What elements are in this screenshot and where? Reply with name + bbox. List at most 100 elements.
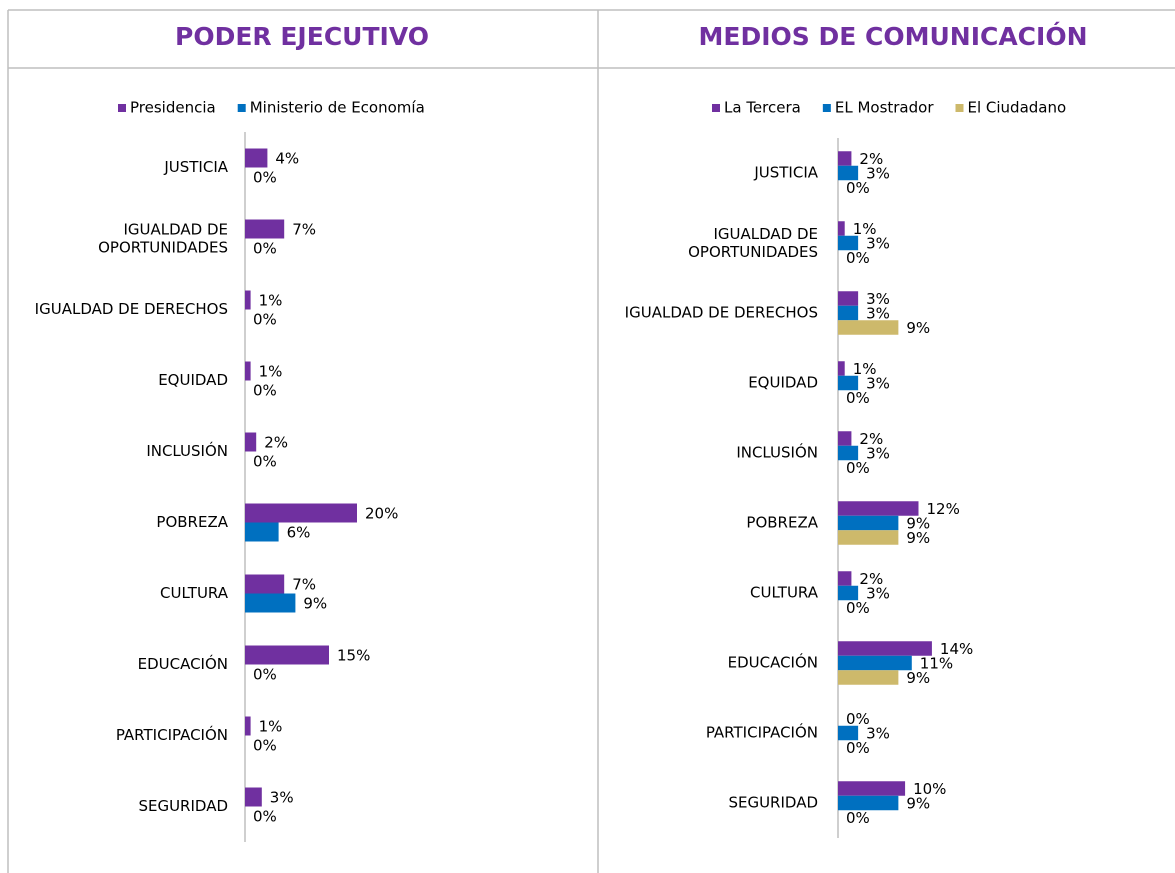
bar — [838, 320, 899, 335]
data-label: 9% — [906, 515, 930, 533]
category-label: CULTURA — [750, 584, 819, 602]
data-label: 2% — [859, 430, 883, 448]
data-label: 3% — [866, 305, 890, 323]
data-label: 0% — [253, 240, 277, 258]
bar — [838, 291, 859, 306]
bar — [838, 151, 852, 166]
bar — [838, 165, 859, 181]
legend-label: Ministerio de Economía — [250, 99, 425, 117]
data-label: 0% — [846, 599, 870, 617]
data-label: 3% — [866, 585, 890, 603]
legend-swatch — [712, 104, 720, 112]
data-label: 3% — [866, 165, 890, 183]
bar — [838, 501, 919, 516]
data-label: 3% — [866, 375, 890, 393]
bar — [838, 445, 859, 461]
bar — [838, 670, 899, 685]
data-label: 4% — [275, 150, 299, 168]
category-label: PARTICIPACIÓN — [116, 725, 228, 744]
legend-swatch — [237, 104, 246, 112]
data-label: 2% — [859, 150, 883, 168]
data-label: 11% — [920, 655, 953, 673]
legend-label: La Tercera — [724, 99, 801, 117]
bar — [245, 290, 251, 310]
legend-label: El Ciudadano — [968, 99, 1067, 117]
bar — [838, 431, 852, 446]
data-label: 14% — [940, 640, 973, 658]
data-label: 0% — [253, 666, 277, 684]
data-label: 3% — [866, 290, 890, 308]
category-label: CULTURA — [160, 584, 229, 602]
data-label: 1% — [853, 220, 877, 238]
data-label: 0% — [253, 453, 277, 471]
bar — [245, 148, 268, 168]
category-label: EQUIDAD — [158, 371, 228, 389]
data-label: 0% — [846, 179, 870, 197]
data-label: 3% — [866, 235, 890, 253]
data-label: 0% — [846, 249, 870, 267]
data-label: 0% — [846, 710, 870, 728]
bar — [838, 571, 852, 586]
data-label: 2% — [264, 434, 288, 452]
category-label: INCLUSIÓN — [146, 441, 228, 460]
bar — [838, 375, 859, 391]
data-label: 0% — [846, 389, 870, 407]
bar — [245, 645, 329, 665]
bar — [838, 235, 859, 251]
data-label: 7% — [292, 221, 316, 239]
data-label: 9% — [906, 529, 930, 547]
category-label: PARTICIPACIÓN — [706, 723, 818, 742]
data-label: 9% — [906, 319, 930, 337]
bar — [245, 593, 296, 613]
data-label: 10% — [913, 780, 946, 798]
chart-title: MEDIOS DE COMUNICACIÓN — [698, 21, 1087, 51]
data-label: 1% — [259, 718, 283, 736]
data-label: 9% — [906, 669, 930, 687]
bar — [245, 503, 357, 523]
category-label: EDUCACIÓN — [728, 653, 818, 672]
legend-label: Presidencia — [130, 99, 216, 117]
bar — [245, 522, 279, 542]
bar — [838, 641, 932, 656]
bar — [838, 221, 845, 236]
data-label: 3% — [270, 789, 294, 807]
legend-swatch — [118, 104, 126, 112]
bar — [838, 781, 906, 796]
bar — [838, 515, 899, 531]
data-label: 1% — [259, 292, 283, 310]
bar — [838, 305, 859, 321]
data-label: 3% — [866, 725, 890, 743]
category-label: IGUALDAD DE DERECHOS — [625, 304, 818, 322]
data-label: 0% — [253, 169, 277, 187]
bar — [838, 361, 845, 376]
legend-swatch — [822, 104, 831, 112]
category-label: EQUIDAD — [748, 374, 818, 392]
category-label: IGUALDAD DE OPORTUNIDADES — [688, 225, 818, 261]
bar — [245, 219, 285, 239]
data-label: 0% — [846, 459, 870, 477]
chart-title: PODER EJECUTIVO — [175, 22, 429, 51]
data-label: 2% — [859, 570, 883, 588]
bar — [838, 530, 899, 545]
legend-swatch — [955, 104, 964, 112]
bar — [245, 716, 251, 736]
bar — [838, 795, 899, 811]
data-label: 12% — [927, 500, 960, 518]
category-label: IGUALDAD DE OPORTUNIDADES — [98, 220, 228, 256]
bar — [838, 725, 859, 741]
category-label: EDUCACIÓN — [138, 654, 228, 673]
data-label: 15% — [337, 647, 370, 665]
category-label: JUSTICIA — [753, 164, 818, 182]
category-label: SEGURIDAD — [728, 794, 818, 812]
data-label: 20% — [365, 505, 398, 523]
legend-label: EL Mostrador — [835, 99, 934, 117]
category-label: IGUALDAD DE DERECHOS — [35, 300, 228, 318]
category-label: INCLUSIÓN — [736, 443, 818, 462]
bar — [245, 574, 285, 594]
data-label: 0% — [253, 382, 277, 400]
bar — [838, 585, 859, 601]
bar — [245, 432, 257, 452]
